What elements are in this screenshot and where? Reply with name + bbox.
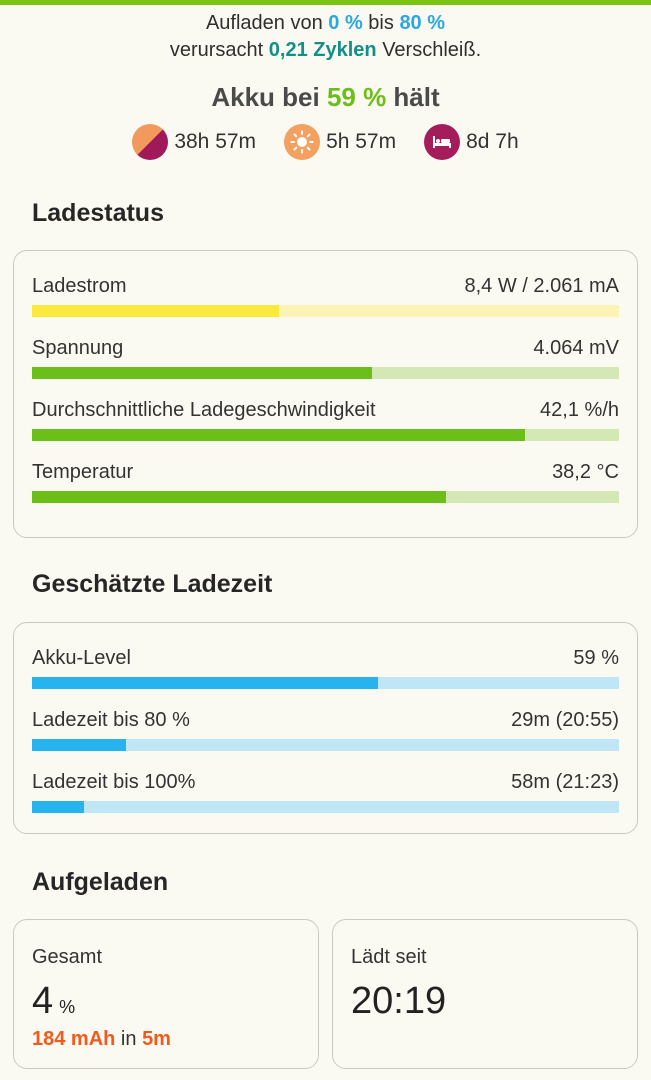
ladezeit-100-bar-fill <box>32 801 84 813</box>
row-spannung: Spannung 4.064 mV <box>32 337 619 381</box>
wear-summary-line2: verursacht 0,21 Zyklen Verschleiß. <box>169 39 482 61</box>
akku-level-bar-fill <box>32 677 379 689</box>
aufgeladen-title: Aufgeladen <box>32 868 169 896</box>
screen-mixed-icon <box>132 124 169 160</box>
gesamt-value: 4% <box>32 980 76 1022</box>
ladezeit-80-value: 29m (20:55) <box>511 709 619 731</box>
ladezeit-80-bar-fill <box>32 739 126 751</box>
ladestatus-title: Ladestatus <box>32 199 164 227</box>
bed-icon <box>424 124 461 160</box>
gesamt-mah: 184 mAh <box>32 1028 116 1050</box>
ladegeschwindigkeit-bar-fill <box>32 429 526 441</box>
laedt-seit-card: Lädt seit 20:19 <box>332 919 638 1069</box>
row-akku-level: Akku-Level 59 % <box>32 647 619 691</box>
ladegeschwindigkeit-label: Durchschnittliche Ladegeschwindigkeit <box>32 399 376 421</box>
gesamt-unit: % <box>59 997 76 1017</box>
row-ladestrom: Ladestrom 8,4 W / 2.061 mA <box>32 275 619 319</box>
laedt-seit-label: Lädt seit <box>351 946 427 968</box>
gesamt-detail: 184 mAh in 5m <box>32 1028 171 1050</box>
ladestatus-card: Ladestrom 8,4 W / 2.061 mA Spannung 4.06… <box>13 250 638 538</box>
runtime-mixed: 38h 57m <box>132 124 256 160</box>
ladezeit-title: Geschätzte Ladezeit <box>32 570 273 598</box>
temperatur-bar <box>32 491 619 503</box>
ladezeit-card: Akku-Level 59 % Ladezeit bis 80 % 29m (2… <box>13 622 638 834</box>
ladestrom-bar <box>32 305 619 317</box>
gesamt-card: Gesamt 4% 184 mAh in 5m <box>13 919 319 1069</box>
ladegeschwindigkeit-bar <box>32 429 619 441</box>
to-percent: 80 % <box>399 12 446 34</box>
ladestrom-bar-fill <box>32 305 279 317</box>
gesamt-duration: 5m <box>142 1028 171 1050</box>
top-accent-line <box>0 0 651 5</box>
ladezeit-80-bar <box>32 739 619 751</box>
ladegeschwindigkeit-value: 42,1 %/h <box>540 399 619 421</box>
akku-level-value: 59 % <box>573 647 619 669</box>
akku-percent: 59 % <box>326 82 387 112</box>
row-ladegeschwindigkeit: Durchschnittliche Ladegeschwindigkeit 42… <box>32 399 619 443</box>
from-percent: 0 % <box>328 12 363 34</box>
ladezeit-100-bar <box>32 801 619 813</box>
temperatur-bar-fill <box>32 491 446 503</box>
akku-runtime-title: Akku bei 59 % hält <box>211 82 440 112</box>
ladezeit-100-value: 58m (21:23) <box>511 771 619 793</box>
runtime-estimates: 38h 57m 5h 57m 8 <box>0 124 651 160</box>
ladestrom-value: 8,4 W / 2.061 mA <box>464 275 619 297</box>
wear-summary: Aufladen von 0 % bis 80 % verursacht 0,2… <box>0 10 651 64</box>
temperatur-value: 38,2 °C <box>552 461 619 483</box>
row-ladezeit-100: Ladezeit bis 100% 58m (21:23) <box>32 771 619 815</box>
spannung-bar-fill <box>32 367 373 379</box>
runtime-sleep: 8d 7h <box>424 124 519 160</box>
akku-level-bar <box>32 677 619 689</box>
wear-summary-line1: Aufladen von 0 % bis 80 % <box>205 12 446 34</box>
spannung-bar <box>32 367 619 379</box>
sun-icon <box>284 124 321 160</box>
laedt-seit-value: 20:19 <box>351 980 447 1022</box>
row-ladezeit-80: Ladezeit bis 80 % 29m (20:55) <box>32 709 619 753</box>
akku-level-label: Akku-Level <box>32 647 131 669</box>
temperatur-label: Temperatur <box>32 461 134 483</box>
row-temperatur: Temperatur 38,2 °C <box>32 461 619 505</box>
ladestrom-label: Ladestrom <box>32 275 127 297</box>
spannung-label: Spannung <box>32 337 124 359</box>
cycles-value: 0,21 Zyklen <box>268 39 377 61</box>
ladezeit-100-label: Ladezeit bis 100% <box>32 771 196 793</box>
gesamt-label: Gesamt <box>32 946 103 968</box>
runtime-screen-on: 5h 57m <box>284 124 396 160</box>
ladezeit-80-label: Ladezeit bis 80 % <box>32 709 190 731</box>
spannung-value: 4.064 mV <box>533 337 619 359</box>
